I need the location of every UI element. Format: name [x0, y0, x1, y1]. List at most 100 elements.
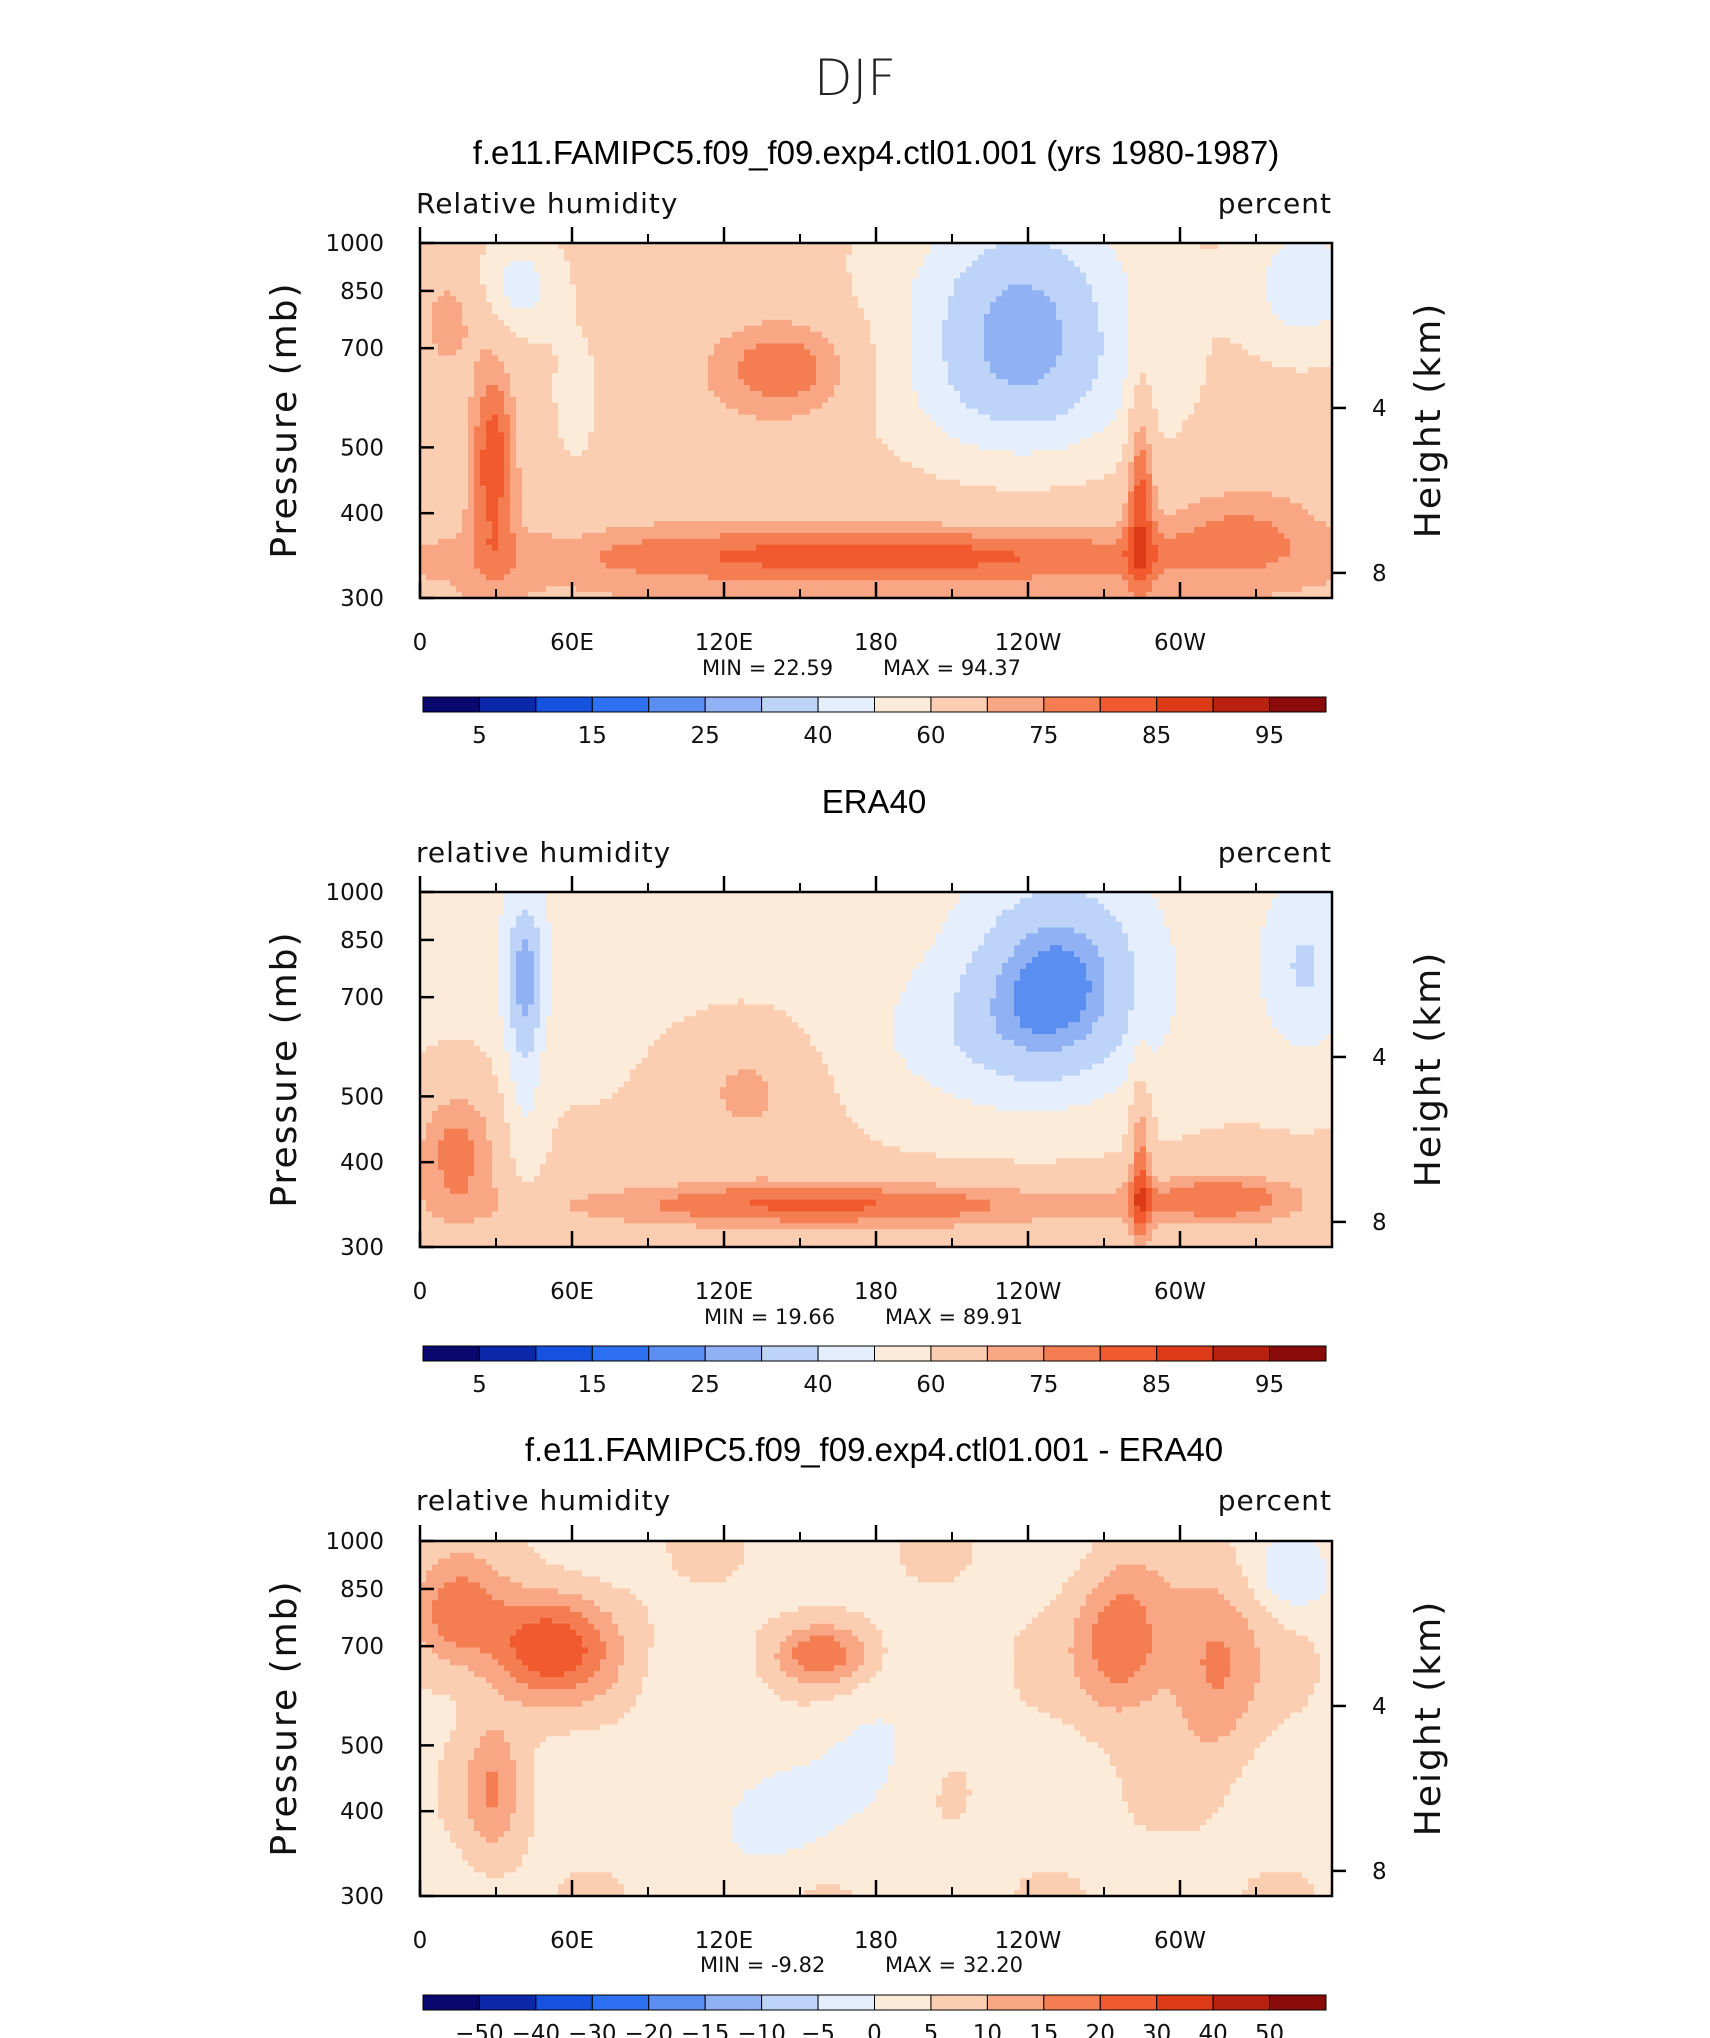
- contour-cell: [540, 1081, 625, 1088]
- contour-cell: [552, 945, 931, 952]
- contour-cell: [1314, 957, 1332, 964]
- contour-cell: [540, 1069, 631, 1077]
- contour-cell: [474, 1146, 493, 1153]
- contour-cell: [1098, 355, 1129, 362]
- contour-cell: [1134, 385, 1153, 392]
- contour-cell: [1134, 1122, 1147, 1130]
- contour-cell: [636, 568, 1129, 575]
- contour-cell: [942, 325, 985, 333]
- contour-cell: [588, 343, 715, 351]
- contour-cell: [510, 1576, 601, 1584]
- contour-cell: [534, 1759, 811, 1767]
- contour-cell: [1020, 1878, 1081, 1885]
- contour-cell: [432, 1110, 481, 1118]
- contour-cell: [1044, 290, 1093, 297]
- contour-cell: [468, 432, 475, 439]
- contour-cell: [732, 1570, 907, 1578]
- contour-cell: [420, 515, 463, 522]
- contour-cell: [1152, 1181, 1195, 1189]
- contour-cell: [546, 1034, 661, 1041]
- contour-cell: [522, 1110, 529, 1118]
- contour-cell: [486, 574, 505, 581]
- contour-cell: [420, 909, 505, 917]
- contour-cell: [474, 450, 481, 457]
- contour-cell: [1134, 1181, 1147, 1189]
- contour-cell: [468, 1181, 493, 1189]
- contour-cell: [1146, 379, 1207, 386]
- contour-cell: [522, 1176, 535, 1183]
- contour-cell: [552, 1134, 871, 1142]
- contour-cell: [516, 1795, 535, 1802]
- colorbar-swatch: [478, 696, 537, 713]
- contour-cell: [774, 1004, 895, 1011]
- contour-cell: [768, 1081, 835, 1088]
- contour-cell: [876, 432, 949, 439]
- contour-cell: [1098, 308, 1129, 315]
- contour-cell: [1146, 497, 1153, 504]
- contour-cell: [1200, 396, 1332, 404]
- contour-cell: [504, 897, 547, 905]
- contour-cell: [906, 1057, 973, 1065]
- contour-cell: [420, 503, 469, 510]
- contour-cell: [906, 980, 961, 988]
- contour-cell: [912, 974, 961, 982]
- contour-cell: [1242, 1564, 1267, 1572]
- contour-cell: [876, 396, 919, 404]
- contour-cell: [996, 1069, 1081, 1077]
- contour-cell: [672, 1564, 739, 1572]
- contour-cell: [966, 1193, 1129, 1201]
- contour-cell: [972, 957, 1009, 964]
- contour-cell: [1110, 909, 1165, 917]
- contour-cell: [528, 1541, 667, 1548]
- contour-cell: [618, 1087, 721, 1094]
- contour-cell: [1092, 986, 1105, 994]
- contour-cell: [552, 1140, 883, 1148]
- contour-cell: [1074, 1641, 1093, 1649]
- contour-cell: [522, 1004, 529, 1011]
- contour-cell: [1080, 1683, 1213, 1690]
- contour-cell: [612, 1617, 649, 1625]
- contour-cell: [1128, 325, 1332, 333]
- contour-cell: [954, 1004, 991, 1011]
- contour-cell: [894, 1016, 955, 1023]
- contour-cell: [498, 1771, 517, 1779]
- contour-cell: [420, 1016, 505, 1023]
- contour-cell: [744, 998, 901, 1006]
- contour-cell: [1236, 1724, 1279, 1731]
- contour-cell: [726, 1099, 769, 1106]
- contour-cell: [1026, 963, 1087, 970]
- contour-cell: [1116, 408, 1129, 416]
- contour-cell: [1062, 1582, 1099, 1589]
- contour-cell: [1290, 1181, 1332, 1189]
- contour-cell: [480, 355, 499, 362]
- contour-cell: [1128, 1807, 1219, 1814]
- contour-cell: [600, 556, 721, 564]
- contour-cell: [474, 1039, 505, 1047]
- contour-cell: [510, 568, 637, 575]
- contour-cell: [456, 586, 547, 593]
- contour-cell: [1128, 420, 1159, 428]
- contour-cell: [870, 1617, 1033, 1625]
- contour-cell: [894, 1028, 955, 1035]
- contour-cell: [426, 1641, 457, 1649]
- contour-cell: [1044, 373, 1099, 380]
- contour-cell: [1128, 1229, 1135, 1236]
- contour-cell: [1134, 1235, 1153, 1242]
- colorbar-label: 15: [1029, 2021, 1058, 2038]
- contour-cell: [474, 544, 493, 552]
- contour-cell: [426, 1205, 499, 1213]
- contour-cell: [1146, 479, 1153, 487]
- contour-cell: [420, 1205, 427, 1213]
- contour-cell: [522, 1051, 529, 1059]
- contour-cell: [450, 1730, 487, 1737]
- contour-cell: [816, 1836, 1332, 1844]
- colorbar-label: 75: [1029, 723, 1058, 749]
- contour-cell: [960, 390, 1087, 398]
- contour-cell: [438, 1783, 469, 1791]
- contour-cell: [1032, 574, 1123, 581]
- contour-cell: [822, 1057, 907, 1065]
- contour-cell: [966, 1795, 1123, 1802]
- contour-cell: [420, 1783, 439, 1791]
- contour-cell: [624, 1081, 727, 1088]
- contour-cell: [516, 986, 535, 994]
